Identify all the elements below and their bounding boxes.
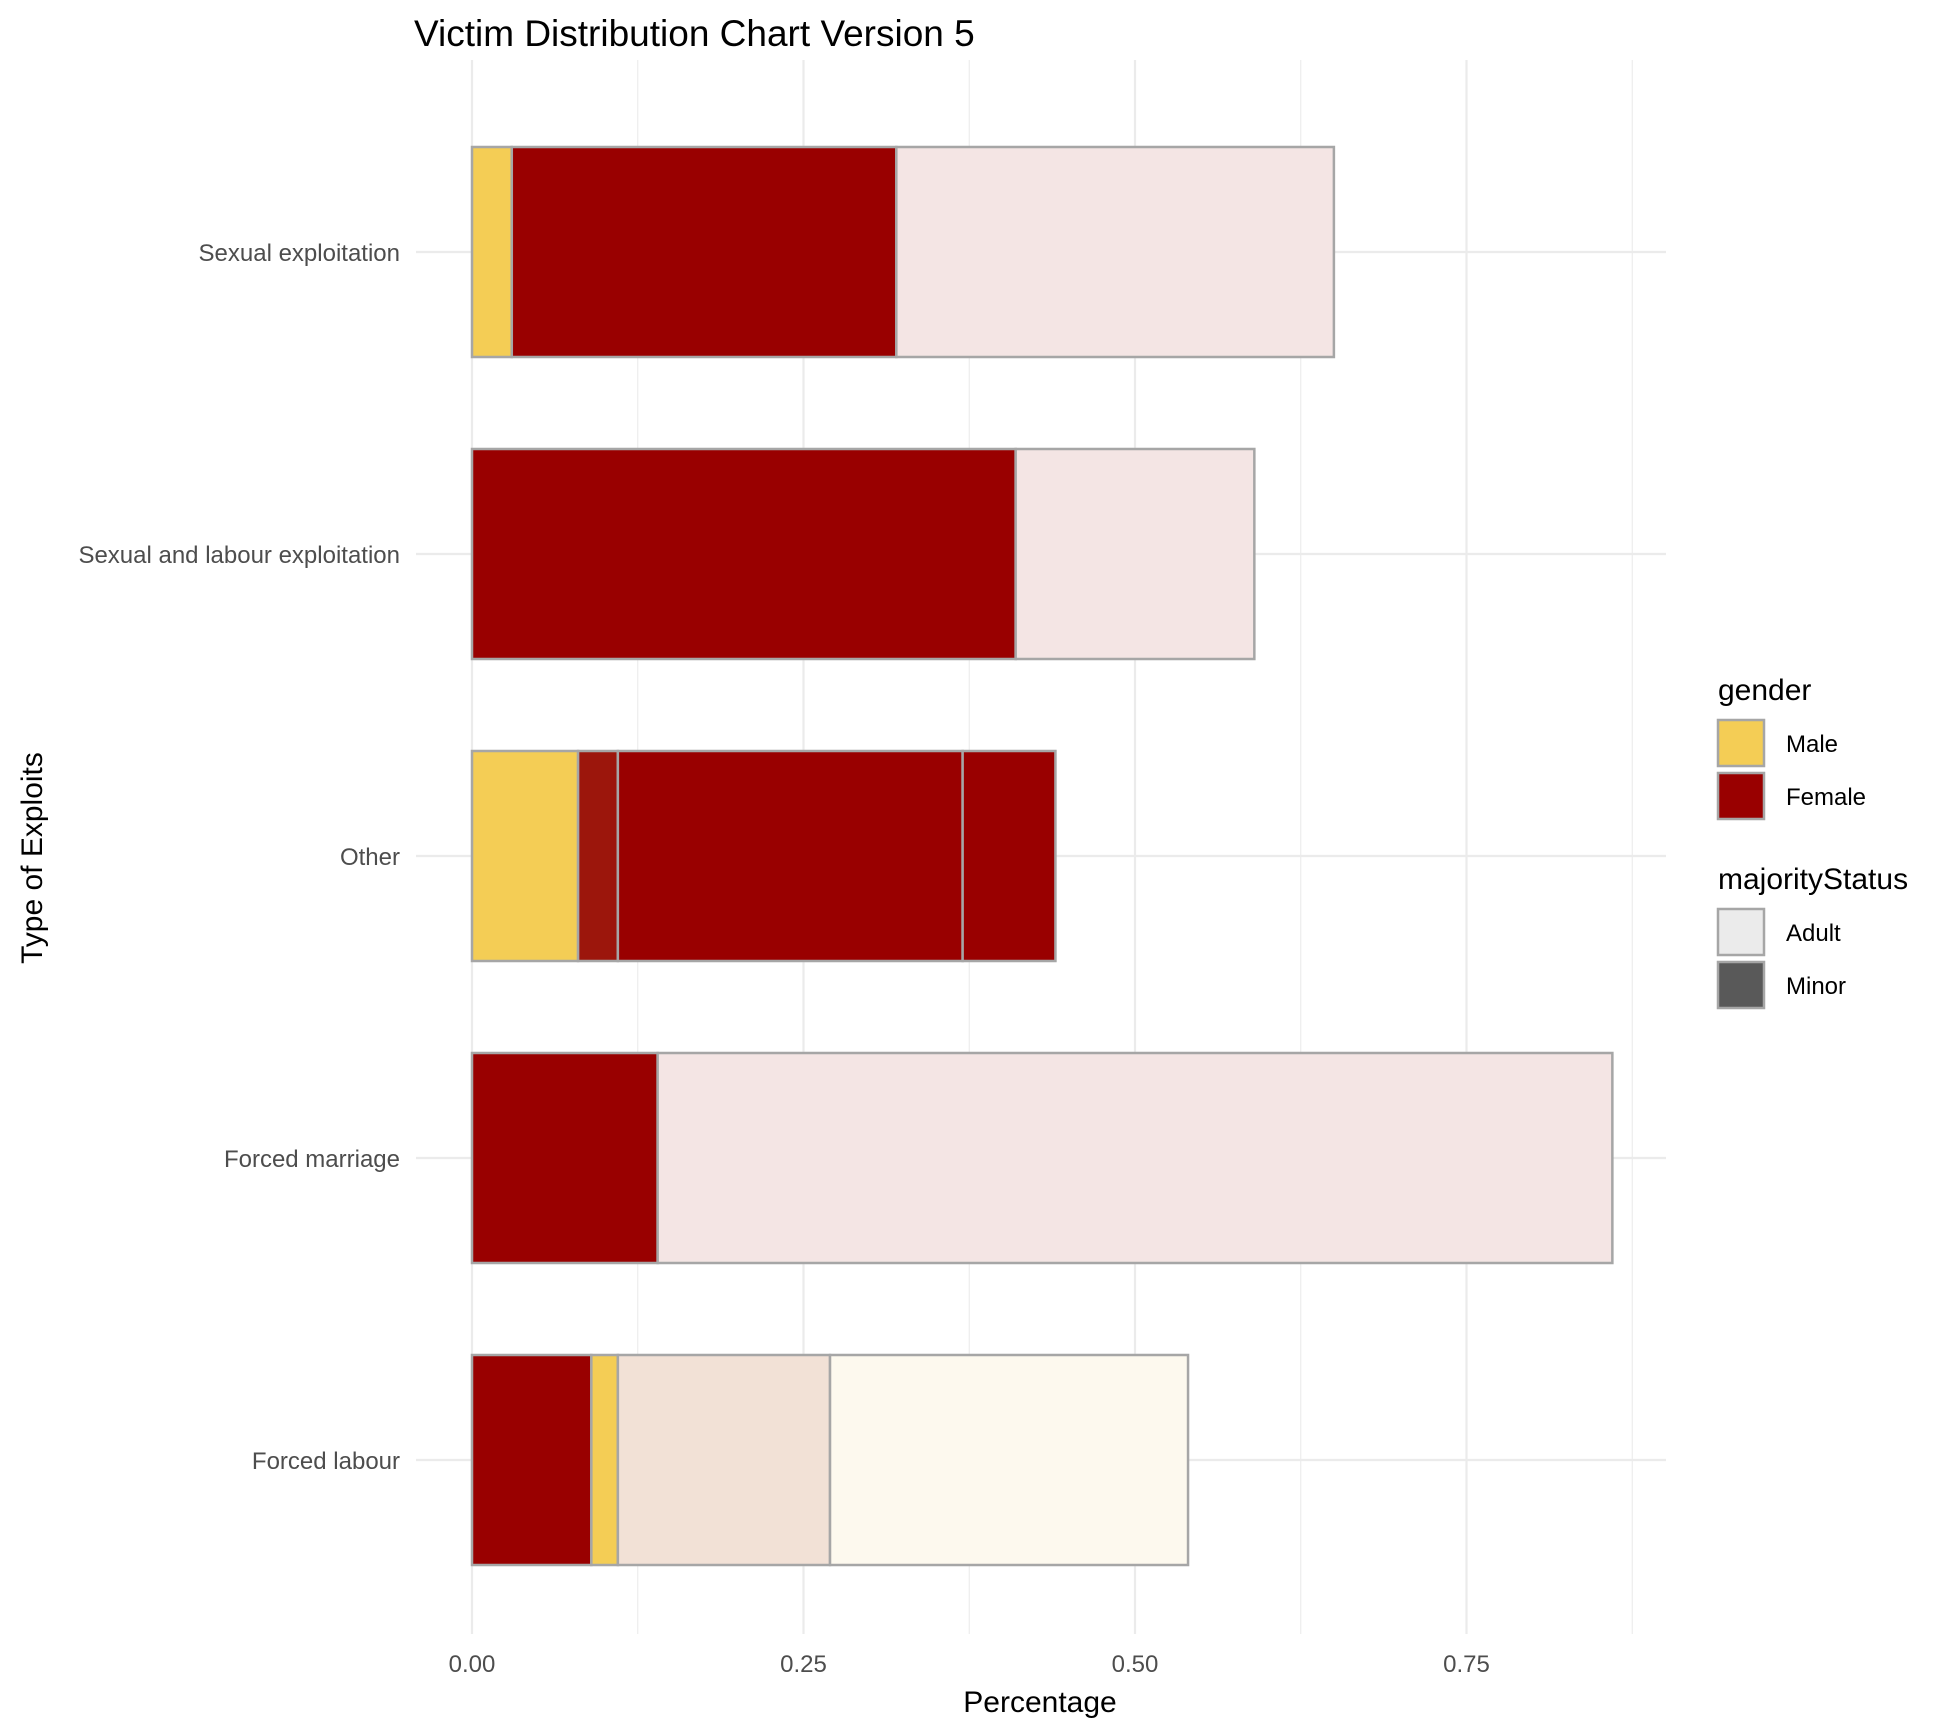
x-tick-label: 0.50 [1112,1651,1159,1678]
legend-key-male [1716,718,1766,768]
x-tick-label: 0.25 [780,1651,827,1678]
y-tick-label-other: Other [340,844,400,871]
y-axis-title: Type of Exploits [16,752,49,964]
bar-segment-other-female-minor [576,749,620,963]
bar-segment-other-female-minor [961,749,1057,963]
bar-segment-sexual-and-labour-exploitation-female-minor [470,447,1017,661]
legend-label-minor: Minor [1786,973,1846,1000]
legend-key-minor [1716,960,1766,1010]
bar-segment-sexual-exploitation-male-minor [470,145,514,359]
bar-segment-other-female-minor [616,749,964,963]
bar-segment-forced-marriage-female-minor [470,1051,659,1265]
legend-label-female: Female [1786,784,1866,811]
bar-segment-forced-marriage-female-adult [656,1051,1614,1265]
y-tick-label-sexual-exploitation: Sexual exploitation [199,240,400,267]
bar-segment-forced-labour-male-minor [590,1353,620,1567]
x-axis-title: Percentage [963,1686,1116,1719]
legend-title-gender: gender [1718,674,1811,707]
bar-segment-sexual-exploitation-female-minor [510,145,898,359]
legend-key-female [1716,771,1766,821]
y-tick-label-forced-marriage: Forced marriage [224,1146,400,1173]
legend-label-adult: Adult [1786,920,1841,947]
bar-segment-sexual-and-labour-exploitation-female-adult [1014,447,1256,661]
bar-segment-forced-labour-female-adult [616,1353,832,1567]
bar-segment-forced-labour-male-adult [828,1353,1190,1567]
x-tick-label: 0.75 [1443,1651,1490,1678]
bars-layer [470,145,1614,1567]
legend-title-majoritystatus: majorityStatus [1718,863,1908,896]
chart-title: Victim Distribution Chart Version 5 [414,13,975,54]
x-tick-label: 0.00 [449,1651,496,1678]
legend-label-male: Male [1786,731,1838,758]
bar-segment-forced-labour-female-minor [470,1353,593,1567]
legend-key-adult [1716,907,1766,957]
bar-segment-other-male-minor [470,749,580,963]
ticks-layer: Sexual exploitation Sexual and labour exp… [78,240,1489,1678]
bar-segment-sexual-exploitation-female-adult [895,145,1336,359]
y-tick-label-sexual-and-labour-exploitation: Sexual and labour exploitation [78,542,400,569]
legend-layer: gender Male Female majorityStatus Adult Minor [1716,674,1908,1010]
y-tick-label-forced-labour: Forced labour [252,1448,400,1475]
